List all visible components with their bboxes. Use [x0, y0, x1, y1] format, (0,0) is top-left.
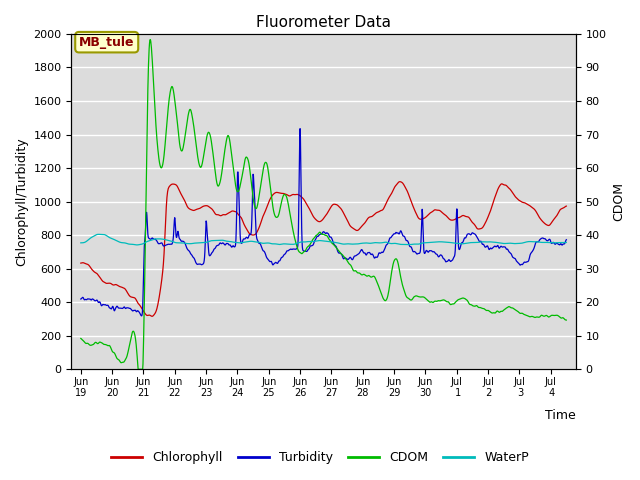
Y-axis label: Chlorophyll/Turbidity: Chlorophyll/Turbidity — [15, 137, 28, 266]
Text: MB_tule: MB_tule — [79, 36, 134, 48]
Legend: Chlorophyll, Turbidity, CDOM, WaterP: Chlorophyll, Turbidity, CDOM, WaterP — [106, 446, 534, 469]
Y-axis label: CDOM: CDOM — [612, 182, 625, 221]
Text: Time: Time — [545, 409, 576, 422]
Title: Fluorometer Data: Fluorometer Data — [256, 15, 391, 30]
